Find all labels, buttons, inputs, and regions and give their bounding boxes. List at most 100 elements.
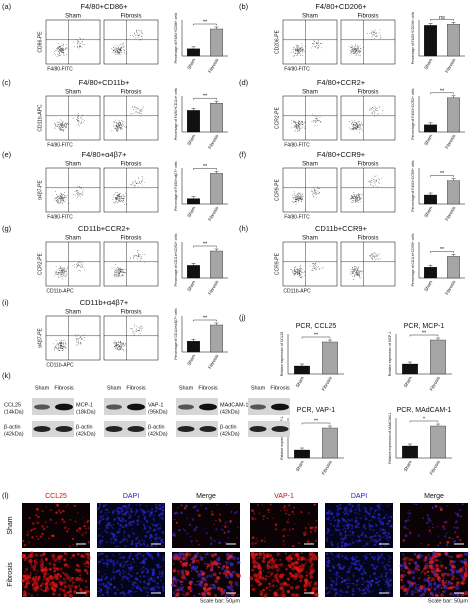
fluorescence-signal — [265, 575, 268, 578]
fluorescence-signal — [121, 539, 124, 543]
flow-dot — [290, 269, 292, 270]
flow-dot — [351, 122, 353, 124]
fluorescence-signal — [313, 528, 316, 531]
flow-dot — [376, 256, 378, 257]
fluorescence-signal — [161, 531, 164, 534]
flow-dot — [139, 256, 140, 258]
flow-dot — [293, 56, 295, 58]
flow-dot — [299, 196, 301, 198]
flow-dot — [377, 107, 379, 109]
fluorescence-signal — [311, 526, 314, 529]
flow-dot — [117, 49, 119, 50]
blot-membrane — [248, 421, 290, 437]
fluorescence-signal — [287, 518, 290, 520]
fluorescence-signal — [175, 582, 178, 585]
fluorescence-signal — [53, 583, 59, 588]
flow-dot — [115, 47, 117, 49]
fluorescence-signal — [86, 561, 90, 565]
flow-dot — [114, 272, 116, 274]
fluorescence-signal — [66, 591, 70, 594]
flow-dot — [116, 51, 117, 53]
flow-dot — [119, 126, 120, 127]
fluorescence-signal — [191, 544, 193, 546]
flow-dot — [373, 31, 374, 33]
fluorescence-signal — [108, 584, 110, 587]
fluorescence-signal — [426, 544, 429, 547]
flow-dot — [371, 108, 373, 110]
flow-dot — [55, 197, 56, 199]
fluorescence-signal — [22, 594, 25, 597]
fluorescence-signal — [278, 567, 281, 570]
flow-dot — [353, 200, 355, 202]
fluorescence-signal — [128, 569, 132, 572]
flow-dot — [136, 31, 138, 33]
flow-dot — [316, 116, 318, 118]
flow-dot — [375, 256, 377, 257]
flow-dot — [62, 125, 64, 127]
fluorescence-signal — [371, 563, 374, 567]
flow-dot — [379, 182, 380, 184]
fluorescence-signal — [153, 594, 155, 597]
fluorescence-signal — [370, 519, 373, 521]
fluorescence-signal — [390, 515, 393, 518]
flow-plot — [103, 95, 159, 141]
flow-dot — [115, 119, 116, 121]
fluorescence-signal — [194, 527, 196, 530]
flow-dot — [139, 181, 140, 183]
fluorescence-signal — [146, 544, 149, 548]
flow-dot — [371, 30, 373, 32]
flow-dot — [137, 29, 139, 31]
flow-dot — [355, 266, 357, 268]
flow-dot — [301, 49, 303, 51]
fluorescence-signal — [353, 558, 356, 561]
flow-dot — [293, 46, 295, 48]
fluorescence-signal — [292, 506, 296, 510]
flow-dot — [59, 267, 61, 269]
flow-dot — [122, 198, 124, 199]
blot-target-size: (42kDa) — [220, 409, 240, 415]
flow-dot — [77, 338, 79, 340]
flow-dot — [312, 119, 314, 121]
fluorescence-signal — [110, 525, 113, 528]
fluorescence-signal — [382, 508, 384, 511]
flow-dot — [374, 181, 376, 183]
flow-dot — [130, 184, 132, 186]
flow-dot — [59, 54, 61, 56]
flow-dot — [298, 198, 300, 200]
fluorescence-signal — [142, 586, 146, 589]
fluorescence-signal — [299, 579, 302, 582]
blot-target: MCP-1 — [76, 402, 93, 408]
flow-dot — [354, 266, 356, 268]
flow-dot — [350, 51, 352, 53]
flow-dot — [60, 274, 62, 276]
flow-dot — [374, 113, 375, 115]
flow-dot — [317, 43, 319, 45]
flow-dot — [140, 256, 142, 257]
blot-target-size: (14kDa) — [4, 409, 24, 415]
fluorescence-signal — [70, 556, 73, 560]
group-label: Sham — [302, 90, 318, 96]
fluorescence-signal — [334, 528, 338, 532]
flow-dot — [142, 110, 143, 112]
flow-dot — [133, 36, 134, 37]
flow-dot — [117, 53, 119, 55]
flow-dot — [63, 45, 64, 47]
flow-dot — [120, 198, 122, 200]
fluorescence-signal — [282, 581, 287, 586]
fluorescence-signal — [327, 521, 330, 523]
flow-dot — [296, 199, 298, 200]
flow-dot — [61, 129, 62, 130]
fluorescence-signal — [62, 509, 65, 513]
flow-dot — [120, 340, 122, 342]
flow-dot — [301, 198, 302, 199]
flow-dot — [300, 268, 301, 270]
flow-dot — [117, 274, 118, 276]
flow-dot — [61, 345, 62, 347]
fluorescence-signal — [404, 566, 409, 570]
fluorescence-signal — [377, 507, 381, 511]
bar — [210, 173, 223, 205]
fluorescence-signal — [49, 564, 51, 566]
flow-dot — [142, 178, 144, 180]
fluorescence-signal — [135, 545, 138, 547]
fluorescence-signal — [124, 571, 127, 573]
